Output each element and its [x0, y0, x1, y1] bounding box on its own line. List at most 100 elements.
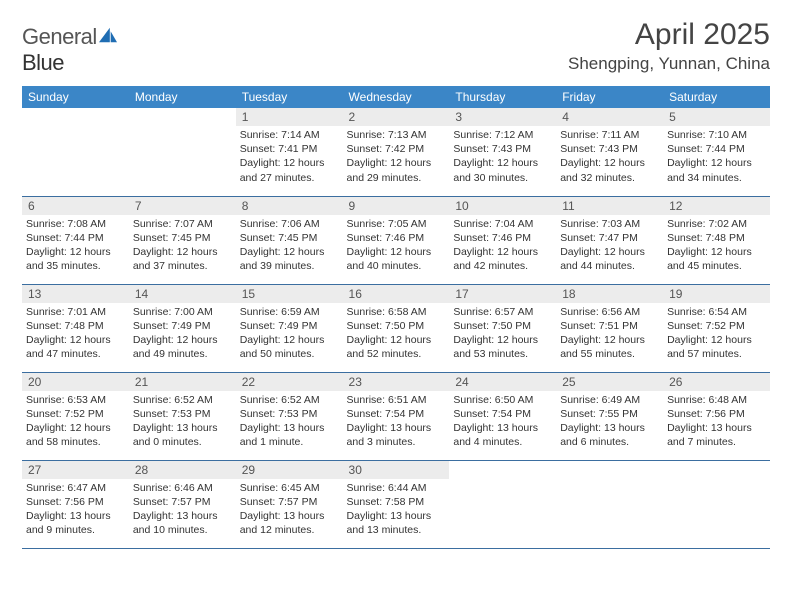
day-number: 14: [129, 285, 236, 303]
calendar-cell: 1Sunrise: 7:14 AMSunset: 7:41 PMDaylight…: [236, 108, 343, 196]
calendar-cell: 10Sunrise: 7:04 AMSunset: 7:46 PMDayligh…: [449, 196, 556, 284]
sunset-text: Sunset: 7:57 PM: [133, 495, 232, 509]
calendar-cell: 22 Sunrise: 6:52 AMSunset: 7:53 PMDayligh…: [236, 372, 343, 460]
calendar-cell: 5Sunrise: 7:10 AMSunset: 7:44 PMDaylight…: [663, 108, 770, 196]
daylight-text: Daylight: 12 hours and 50 minutes.: [240, 333, 339, 361]
daylight-text: Daylight: 13 hours and 6 minutes.: [560, 421, 659, 449]
calendar-cell: 4Sunrise: 7:11 AMSunset: 7:43 PMDaylight…: [556, 108, 663, 196]
sunrise-text: Sunrise: 6:58 AM: [347, 305, 446, 319]
daylight-text: Daylight: 12 hours and 42 minutes.: [453, 245, 552, 273]
sunrise-text: Sunrise: 7:12 AM: [453, 128, 552, 142]
sunrise-text: Sunrise: 6:45 AM: [240, 481, 339, 495]
sunrise-text: Sunrise: 6:44 AM: [347, 481, 446, 495]
day-info: Sunrise: 7:03 AMSunset: 7:47 PMDaylight:…: [560, 217, 659, 274]
calendar-cell: 23 Sunrise: 6:51 AMSunset: 7:54 PMDayligh…: [343, 372, 450, 460]
day-number: 22: [236, 373, 343, 391]
sunrise-text: Sunrise: 7:05 AM: [347, 217, 446, 231]
dow-header: Saturday: [663, 86, 770, 108]
sunset-text: Sunset: 7:49 PM: [240, 319, 339, 333]
calendar-cell: 21 Sunrise: 6:52 AMSunset: 7:53 PMDayligh…: [129, 372, 236, 460]
daylight-text: Daylight: 12 hours and 27 minutes.: [240, 156, 339, 184]
daylight-text: Daylight: 12 hours and 58 minutes.: [26, 421, 125, 449]
day-number: 17: [449, 285, 556, 303]
day-number: [663, 461, 770, 479]
day-number: 18: [556, 285, 663, 303]
day-info: Sunrise: 7:14 AMSunset: 7:41 PMDaylight:…: [240, 128, 339, 185]
day-info: Sunrise: 6:53 AMSunset: 7:52 PMDaylight:…: [26, 393, 125, 450]
sunrise-text: Sunrise: 7:07 AM: [133, 217, 232, 231]
daylight-text: Daylight: 12 hours and 47 minutes.: [26, 333, 125, 361]
daylight-text: Daylight: 13 hours and 13 minutes.: [347, 509, 446, 537]
dow-header: Sunday: [22, 86, 129, 108]
sunrise-text: Sunrise: 7:14 AM: [240, 128, 339, 142]
day-info: Sunrise: 7:12 AMSunset: 7:43 PMDaylight:…: [453, 128, 552, 185]
sunset-text: Sunset: 7:45 PM: [240, 231, 339, 245]
day-number: 11: [556, 197, 663, 215]
calendar-row: 20 Sunrise: 6:53 AMSunset: 7:52 PMDayligh…: [22, 372, 770, 460]
sunrise-text: Sunrise: 7:11 AM: [560, 128, 659, 142]
calendar-cell: 8Sunrise: 7:06 AMSunset: 7:45 PMDaylight…: [236, 196, 343, 284]
sunrise-text: Sunrise: 7:06 AM: [240, 217, 339, 231]
daylight-text: Daylight: 13 hours and 7 minutes.: [667, 421, 766, 449]
day-info: Sunrise: 6:49 AMSunset: 7:55 PMDaylight:…: [560, 393, 659, 450]
day-info: Sunrise: 6:46 AMSunset: 7:57 PMDaylight:…: [133, 481, 232, 538]
logo-text: General Blue: [22, 24, 119, 76]
calendar-row: 1Sunrise: 7:14 AMSunset: 7:41 PMDaylight…: [22, 108, 770, 196]
sunset-text: Sunset: 7:46 PM: [347, 231, 446, 245]
sunset-text: Sunset: 7:48 PM: [667, 231, 766, 245]
day-number: 9: [343, 197, 450, 215]
day-number: 21: [129, 373, 236, 391]
sunrise-text: Sunrise: 6:48 AM: [667, 393, 766, 407]
day-number: 20: [22, 373, 129, 391]
logo-word1: General: [22, 24, 97, 49]
day-number: 23: [343, 373, 450, 391]
calendar-cell: 9Sunrise: 7:05 AMSunset: 7:46 PMDaylight…: [343, 196, 450, 284]
header: General Blue April 2025 Shengping, Yunna…: [22, 18, 770, 76]
day-number: 7: [129, 197, 236, 215]
sunset-text: Sunset: 7:47 PM: [560, 231, 659, 245]
day-number: 26: [663, 373, 770, 391]
day-number: 16: [343, 285, 450, 303]
day-number: 27: [22, 461, 129, 479]
calendar-cell: 26 Sunrise: 6:48 AMSunset: 7:56 PMDayligh…: [663, 372, 770, 460]
day-info: Sunrise: 6:52 AMSunset: 7:53 PMDaylight:…: [240, 393, 339, 450]
calendar-cell: 19Sunrise: 6:54 AMSunset: 7:52 PMDayligh…: [663, 284, 770, 372]
sunset-text: Sunset: 7:54 PM: [347, 407, 446, 421]
sunrise-text: Sunrise: 7:10 AM: [667, 128, 766, 142]
daylight-text: Daylight: 13 hours and 0 minutes.: [133, 421, 232, 449]
month-title: April 2025: [568, 18, 770, 52]
daylight-text: Daylight: 12 hours and 49 minutes.: [133, 333, 232, 361]
calendar-cell: 15Sunrise: 6:59 AMSunset: 7:49 PMDayligh…: [236, 284, 343, 372]
daylight-text: Daylight: 12 hours and 32 minutes.: [560, 156, 659, 184]
daylight-text: Daylight: 13 hours and 3 minutes.: [347, 421, 446, 449]
day-info: Sunrise: 7:02 AMSunset: 7:48 PMDaylight:…: [667, 217, 766, 274]
day-info: Sunrise: 6:54 AMSunset: 7:52 PMDaylight:…: [667, 305, 766, 362]
day-number: 5: [663, 108, 770, 126]
sunset-text: Sunset: 7:42 PM: [347, 142, 446, 156]
day-number: [129, 108, 236, 126]
sunset-text: Sunset: 7:41 PM: [240, 142, 339, 156]
calendar-cell: 27Sunrise: 6:47 AMSunset: 7:56 PMDayligh…: [22, 460, 129, 548]
sunrise-text: Sunrise: 6:51 AM: [347, 393, 446, 407]
sunset-text: Sunset: 7:56 PM: [667, 407, 766, 421]
sunset-text: Sunset: 7:43 PM: [560, 142, 659, 156]
day-number: 2: [343, 108, 450, 126]
day-info: Sunrise: 6:57 AMSunset: 7:50 PMDaylight:…: [453, 305, 552, 362]
sunset-text: Sunset: 7:48 PM: [26, 319, 125, 333]
calendar-cell: 30Sunrise: 6:44 AMSunset: 7:58 PMDayligh…: [343, 460, 450, 548]
day-number: 10: [449, 197, 556, 215]
calendar-cell: 18Sunrise: 6:56 AMSunset: 7:51 PMDayligh…: [556, 284, 663, 372]
sunset-text: Sunset: 7:53 PM: [133, 407, 232, 421]
calendar-cell: 11 Sunrise: 7:03 AMSunset: 7:47 PMDayligh…: [556, 196, 663, 284]
day-info: Sunrise: 6:52 AMSunset: 7:53 PMDaylight:…: [133, 393, 232, 450]
sunrise-text: Sunrise: 7:02 AM: [667, 217, 766, 231]
sunset-text: Sunset: 7:46 PM: [453, 231, 552, 245]
daylight-text: Daylight: 12 hours and 39 minutes.: [240, 245, 339, 273]
daylight-text: Daylight: 13 hours and 4 minutes.: [453, 421, 552, 449]
day-info: Sunrise: 6:50 AMSunset: 7:54 PMDaylight:…: [453, 393, 552, 450]
day-number: [556, 461, 663, 479]
daylight-text: Daylight: 13 hours and 10 minutes.: [133, 509, 232, 537]
sunset-text: Sunset: 7:54 PM: [453, 407, 552, 421]
dow-header: Wednesday: [343, 86, 450, 108]
sunrise-text: Sunrise: 6:53 AM: [26, 393, 125, 407]
